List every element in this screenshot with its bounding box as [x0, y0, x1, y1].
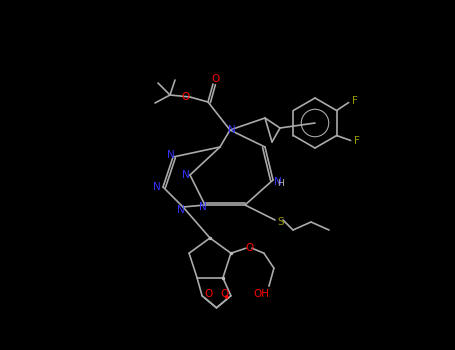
Text: N: N — [167, 150, 175, 160]
Text: •: • — [222, 292, 230, 305]
Text: O: O — [246, 243, 254, 253]
Text: OH: OH — [253, 289, 269, 299]
Text: O: O — [211, 74, 219, 84]
Text: N: N — [177, 205, 185, 215]
Text: N: N — [199, 202, 207, 212]
Text: H: H — [278, 180, 284, 189]
Text: N: N — [182, 170, 190, 180]
Text: O: O — [204, 289, 212, 299]
Text: O: O — [221, 289, 229, 299]
Text: N: N — [153, 182, 161, 192]
Text: S: S — [278, 217, 284, 227]
Text: N: N — [274, 177, 282, 187]
Text: O: O — [181, 92, 189, 102]
Text: N: N — [228, 125, 236, 135]
Text: F: F — [352, 96, 358, 105]
Text: F: F — [354, 135, 359, 146]
